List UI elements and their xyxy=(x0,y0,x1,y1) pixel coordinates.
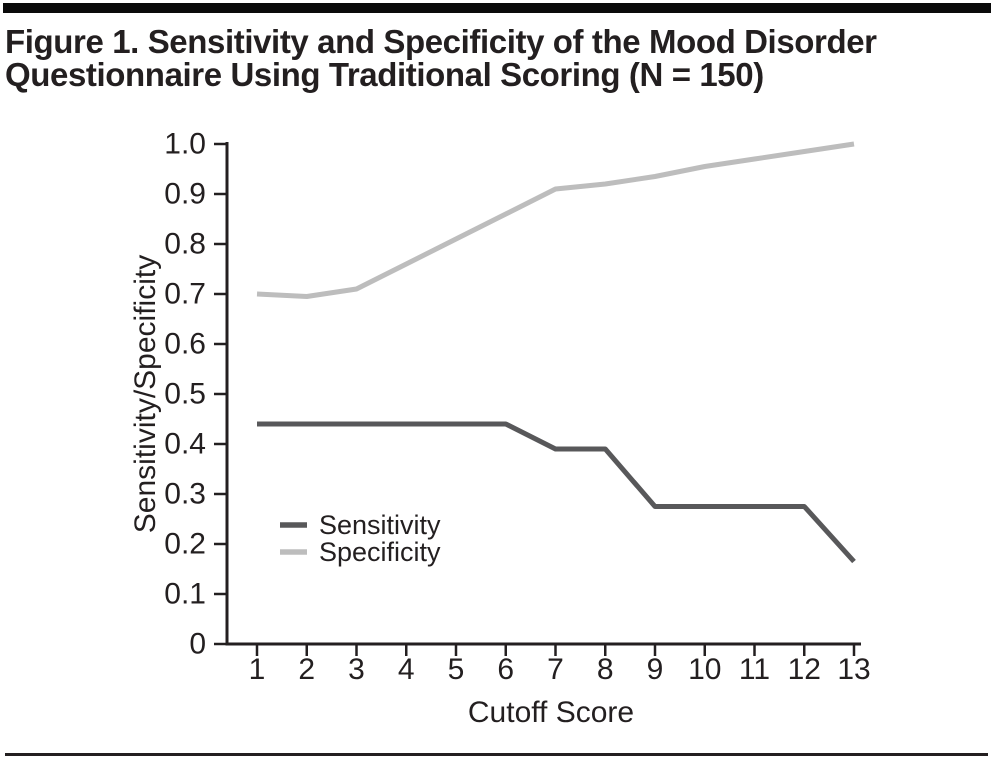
series-line-sensitivity xyxy=(257,421,856,564)
x-tick-label: 3 xyxy=(348,653,365,686)
legend-label-sensitivity: Sensitivity xyxy=(319,510,441,540)
y-tick-label: 0.8 xyxy=(164,228,206,261)
x-tick-label: 8 xyxy=(597,653,614,686)
x-tick-label: 11 xyxy=(739,653,770,686)
bottom-rule xyxy=(5,753,988,756)
figure-title: Figure 1. Sensitivity and Specificity of… xyxy=(5,25,986,91)
figure-title-line1: Figure 1. Sensitivity and Specificity of… xyxy=(5,23,877,60)
x-tick-label: 13 xyxy=(837,653,870,686)
series-line-specificity xyxy=(256,141,855,299)
x-tick-label: 1 xyxy=(249,653,266,686)
y-tick-label: 0.7 xyxy=(164,278,206,311)
top-rule xyxy=(3,3,991,13)
y-tick-label: 0.4 xyxy=(164,428,206,461)
y-tick-label: 0.1 xyxy=(164,578,206,611)
y-axis-title: Sensitivity/Specificity xyxy=(129,255,162,533)
x-tick-label: 2 xyxy=(298,653,315,686)
x-tick-label: 9 xyxy=(647,653,664,686)
x-tick-label: 6 xyxy=(497,653,514,686)
x-tick-label: 5 xyxy=(448,653,465,686)
x-tick-label: 4 xyxy=(398,653,415,686)
figure-title-line2: Questionnaire Using Traditional Scoring … xyxy=(5,56,764,93)
y-tick-label: 0 xyxy=(189,628,206,661)
y-tick-label: 0.5 xyxy=(164,378,206,411)
y-tick-label: 0.9 xyxy=(164,178,206,211)
x-tick-label: 10 xyxy=(688,653,721,686)
x-tick-label: 12 xyxy=(788,653,821,686)
y-tick-label: 0.3 xyxy=(164,478,206,511)
y-tick-label: 0.2 xyxy=(164,528,206,561)
legend-label-specificity: Specificity xyxy=(319,537,441,567)
x-tick-label: 7 xyxy=(547,653,564,686)
x-axis-title: Cutoff Score xyxy=(468,696,634,729)
y-tick-label: 1.0 xyxy=(164,128,206,161)
chart-svg: 00.10.20.30.40.50.60.70.80.91.01 2 3 4 5 6 7 8 9… xyxy=(129,128,871,730)
y-tick-label: 0.6 xyxy=(164,328,206,361)
